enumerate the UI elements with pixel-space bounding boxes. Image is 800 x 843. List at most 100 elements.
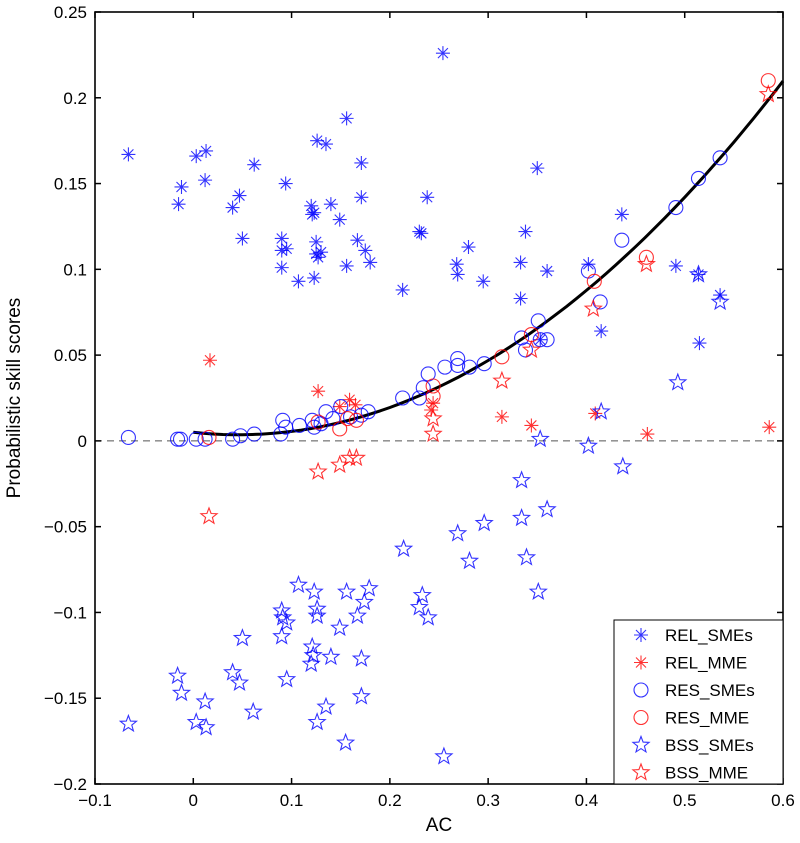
data-point	[415, 380, 431, 396]
data-point	[474, 513, 494, 532]
series-bss-mme	[199, 84, 778, 525]
data-point	[578, 435, 598, 455]
data-point	[524, 418, 539, 433]
data-point	[337, 581, 357, 600]
data-point	[274, 260, 289, 275]
data-point	[450, 267, 465, 282]
data-point	[332, 421, 348, 437]
series-rel-mme	[202, 353, 777, 442]
data-point	[196, 717, 216, 736]
data-point	[540, 264, 555, 279]
data-point	[273, 607, 293, 626]
data-point	[303, 645, 323, 664]
data-point	[232, 628, 252, 647]
legend-asterisk-icon	[634, 628, 648, 642]
data-point	[690, 170, 707, 186]
data-point	[459, 550, 480, 570]
data-point	[314, 245, 329, 260]
data-point	[450, 357, 466, 373]
data-point	[189, 149, 204, 164]
data-point	[279, 241, 294, 256]
data-point	[120, 429, 136, 446]
data-point	[448, 523, 468, 542]
data-point	[308, 461, 328, 480]
legend-circle-icon	[633, 709, 649, 726]
data-point	[354, 190, 369, 205]
data-point	[636, 254, 656, 273]
data-point	[306, 419, 322, 435]
y-tick-label: −0.15	[44, 689, 87, 708]
data-point	[354, 592, 374, 611]
y-tick-label: −0.05	[44, 518, 87, 537]
data-point	[668, 200, 684, 216]
legend-label: REL_MME	[665, 654, 747, 673]
data-point	[272, 626, 292, 645]
data-point	[325, 411, 341, 427]
data-point	[339, 111, 354, 126]
data-point	[339, 447, 360, 467]
fit-layer	[193, 80, 785, 437]
data-point	[246, 426, 262, 442]
data-point	[304, 412, 320, 428]
data-point	[171, 197, 186, 212]
x-tick-label: 0.3	[476, 791, 500, 810]
data-point	[409, 597, 429, 616]
data-point	[713, 288, 728, 303]
plot-frame	[94, 11, 784, 785]
data-point	[513, 255, 528, 270]
data-point	[668, 258, 683, 273]
data-point	[354, 155, 369, 170]
y-tick-label: 0.05	[54, 346, 87, 365]
data-point	[492, 370, 512, 389]
data-point	[710, 291, 730, 311]
data-point	[304, 581, 324, 600]
data-point	[330, 617, 350, 637]
data-point	[476, 274, 491, 289]
data-point	[316, 696, 336, 715]
data-point	[511, 470, 532, 489]
data-point	[309, 246, 324, 261]
x-tick-label: 0.6	[771, 791, 795, 810]
data-point	[348, 412, 364, 428]
data-point	[307, 598, 327, 618]
data-point	[762, 420, 777, 435]
x-tick-label: 0.4	[575, 791, 599, 810]
legend-star-icon	[631, 734, 651, 754]
data-point	[336, 732, 356, 751]
data-point	[118, 713, 138, 733]
series-res-mme	[201, 73, 776, 446]
data-point	[307, 605, 327, 625]
data-point	[359, 578, 379, 597]
data-point	[530, 429, 550, 448]
legend-label: REL_SMEs	[665, 626, 753, 645]
data-point	[424, 403, 439, 418]
data-point	[537, 499, 557, 518]
fit-curve	[193, 80, 785, 437]
data-point	[171, 683, 192, 702]
data-point	[521, 339, 541, 359]
y-tick-label: 0.2	[63, 89, 87, 108]
data-point	[530, 161, 545, 176]
data-point	[583, 298, 603, 317]
data-point	[516, 547, 537, 566]
data-point	[318, 137, 333, 152]
data-point	[291, 417, 307, 433]
data-point	[395, 282, 410, 297]
data-point	[307, 205, 322, 220]
data-point	[199, 143, 214, 158]
data-point	[412, 585, 432, 604]
axes: −0.1 0 0.1 0.2 0.3 0.4 0.5 0.6 −0.2 −0.15 −0.1 −0.0…	[44, 3, 795, 810]
legend-item: RES_SMEs	[633, 681, 755, 700]
x-tick-label: −0.1	[78, 791, 112, 810]
data-point	[514, 330, 530, 346]
data-point	[360, 404, 376, 420]
data-point	[532, 332, 548, 348]
data-point	[494, 349, 510, 365]
data-point	[272, 600, 292, 619]
data-point	[528, 581, 548, 600]
data-point	[232, 188, 247, 203]
data-point	[229, 672, 250, 691]
x-tick-label: 0.5	[673, 791, 697, 810]
data-point	[614, 207, 629, 222]
data-point	[351, 686, 371, 705]
